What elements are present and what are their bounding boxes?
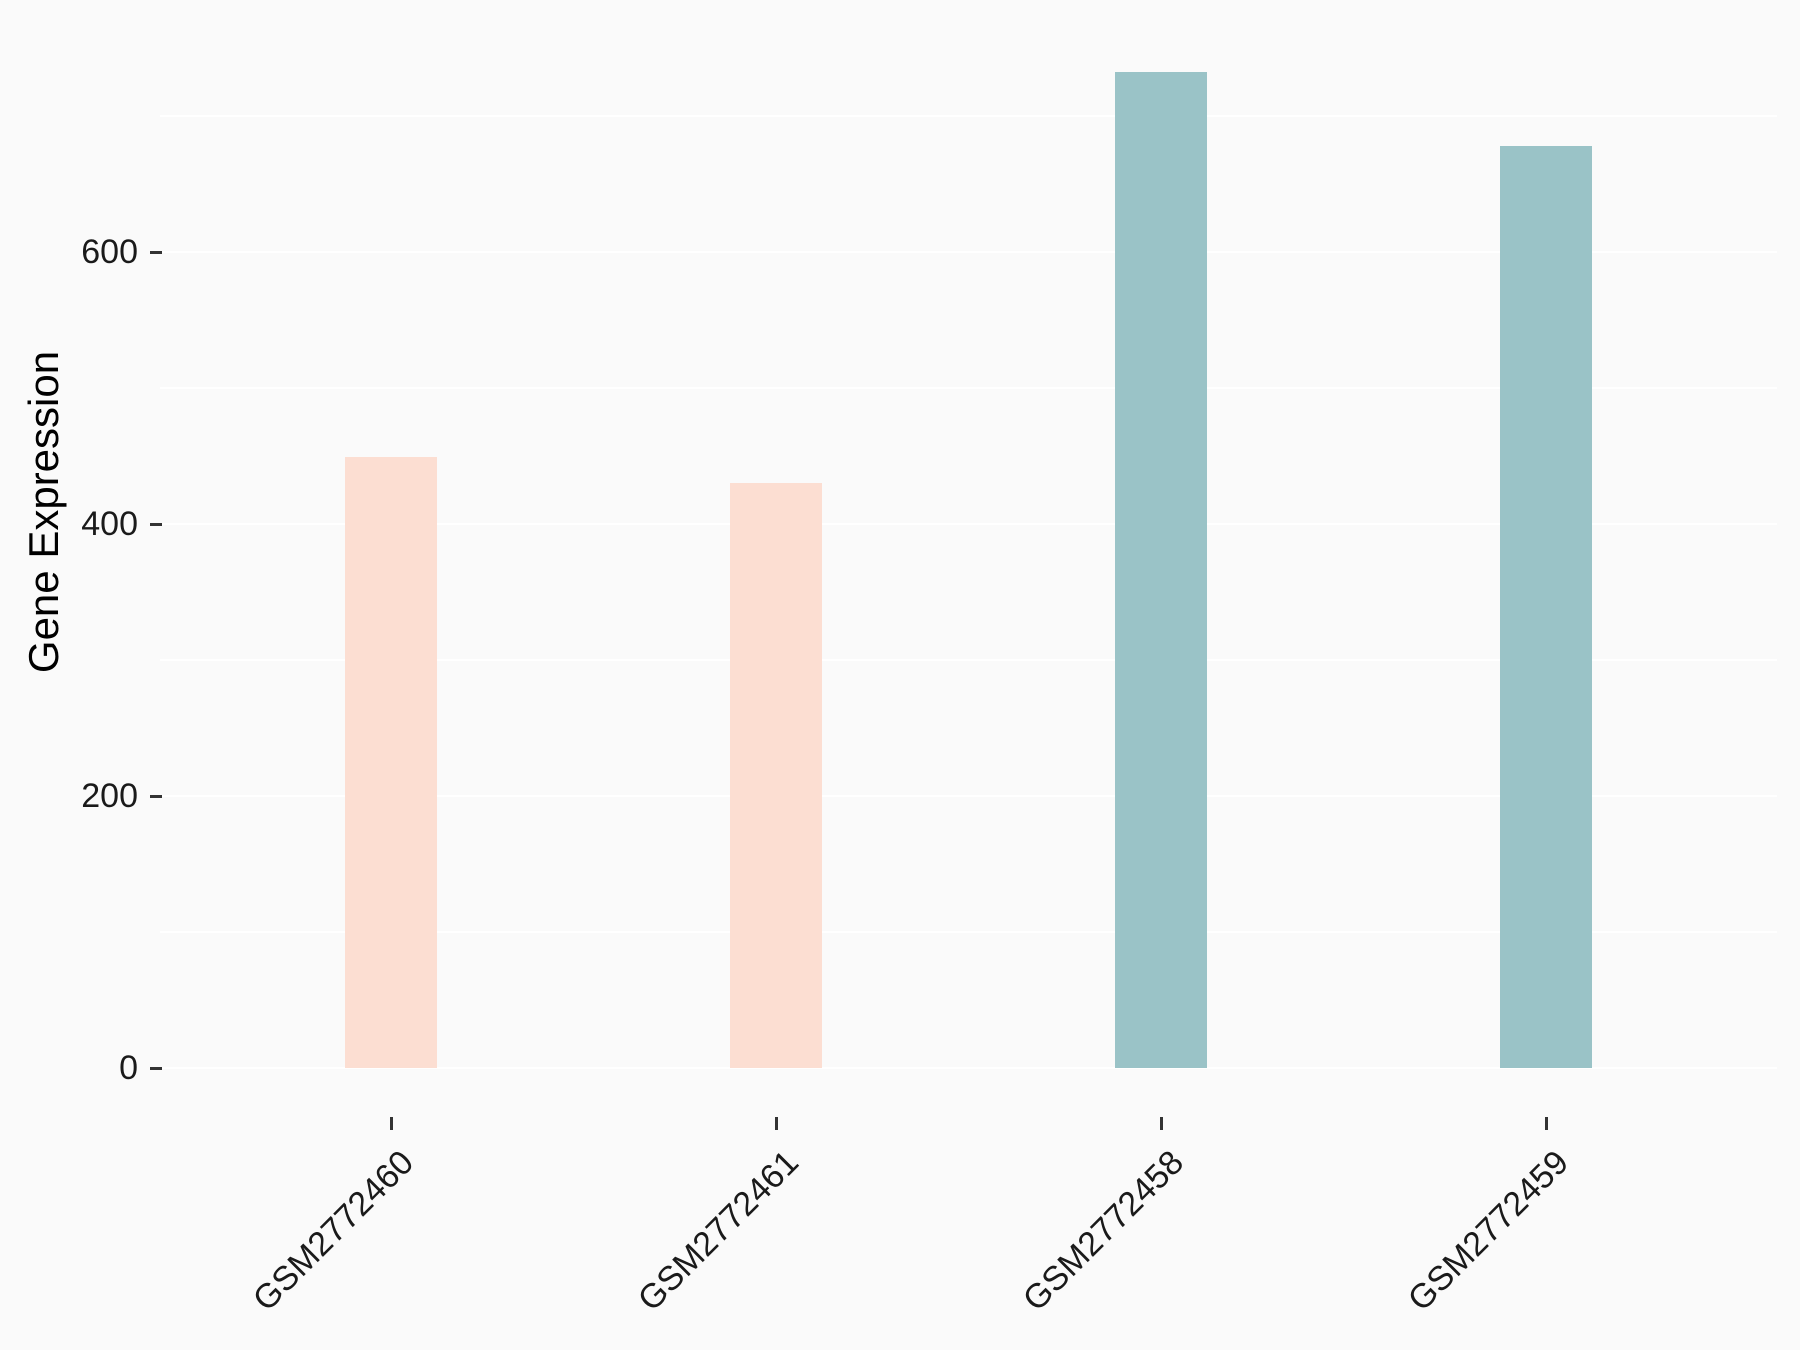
y-tick-mark bbox=[150, 794, 162, 798]
bar-GSM2772458 bbox=[1115, 72, 1207, 1068]
x-tick-mark bbox=[389, 1117, 393, 1130]
plot-panel bbox=[160, 22, 1777, 1120]
minor-gridline bbox=[160, 931, 1777, 933]
minor-gridline bbox=[160, 115, 1777, 117]
major-gridline bbox=[160, 250, 1777, 254]
x-tick-mark bbox=[1544, 1117, 1548, 1130]
bar-GSM2772461 bbox=[730, 483, 822, 1068]
major-gridline bbox=[160, 1066, 1777, 1070]
y-tick-label: 400 bbox=[81, 505, 138, 543]
x-tick-label: GSM2772458 bbox=[1015, 1143, 1192, 1319]
y-tick-mark bbox=[150, 250, 162, 254]
bar-GSM2772459 bbox=[1500, 145, 1592, 1068]
x-tick-label: GSM2772460 bbox=[245, 1143, 422, 1319]
bar-GSM2772460 bbox=[345, 457, 437, 1068]
x-tick-label: GSM2772461 bbox=[630, 1143, 807, 1319]
y-tick-mark bbox=[150, 522, 162, 526]
x-tick-mark bbox=[1159, 1117, 1163, 1130]
y-tick-label: 0 bbox=[119, 1049, 138, 1087]
y-tick-mark bbox=[150, 1066, 162, 1070]
x-tick-label: GSM2772459 bbox=[1400, 1143, 1577, 1319]
minor-gridline bbox=[160, 659, 1777, 661]
x-tick-mark bbox=[774, 1117, 778, 1130]
y-tick-label: 200 bbox=[81, 777, 138, 815]
major-gridline bbox=[160, 794, 1777, 798]
minor-gridline bbox=[160, 387, 1777, 389]
major-gridline bbox=[160, 522, 1777, 526]
y-tick-label: 600 bbox=[81, 233, 138, 271]
